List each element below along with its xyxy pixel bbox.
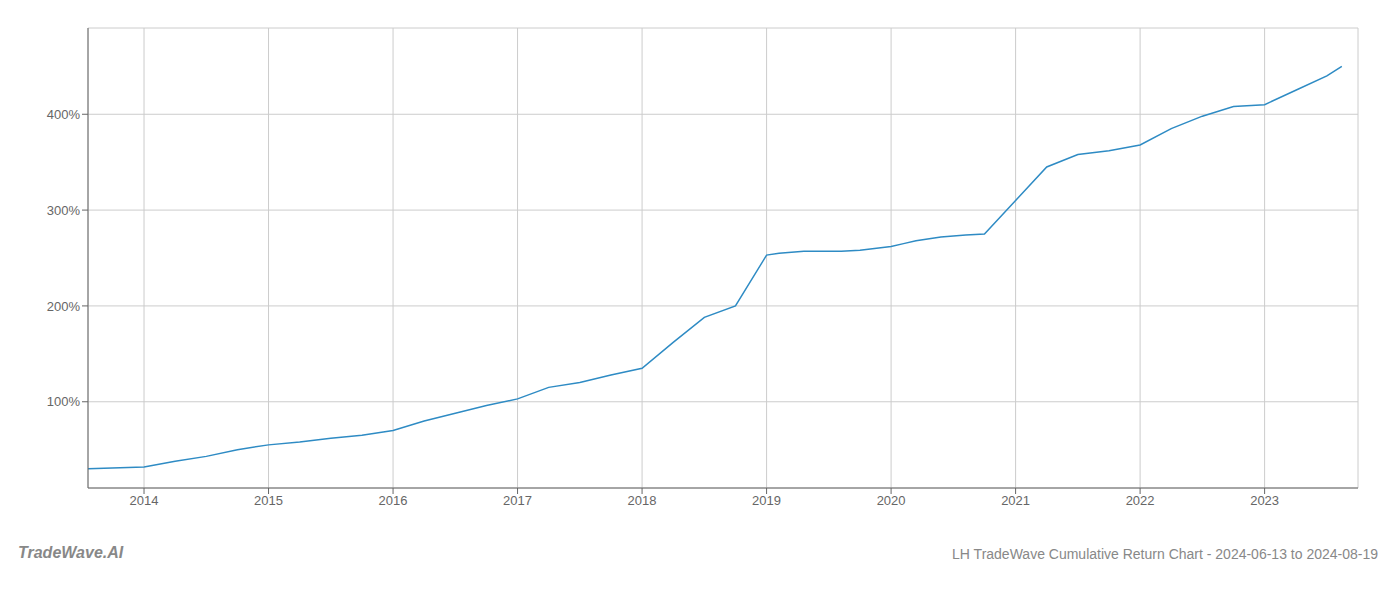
html-text:LH TradeWave Cumulative Return: LH TradeWave Cumulative Return Chart - 2… — [952, 546, 1378, 562]
svg-text:2018: 2018 — [628, 493, 657, 508]
svg-text:400%: 400% — [47, 107, 81, 122]
svg-text:2023: 2023 — [1250, 493, 1279, 508]
svg-text:2019: 2019 — [752, 493, 781, 508]
svg-text:2017: 2017 — [503, 493, 532, 508]
svg-text:300%: 300% — [47, 203, 81, 218]
svg-text:100%: 100% — [47, 394, 81, 409]
svg-text:2016: 2016 — [379, 493, 408, 508]
html-text:TradeWave.AI: TradeWave.AI — [18, 544, 124, 561]
svg-text:2020: 2020 — [877, 493, 906, 508]
svg-text:2015: 2015 — [254, 493, 283, 508]
svg-text:200%: 200% — [47, 299, 81, 314]
svg-text:2022: 2022 — [1126, 493, 1155, 508]
svg-text:2021: 2021 — [1001, 493, 1030, 508]
svg-text:2014: 2014 — [130, 493, 159, 508]
